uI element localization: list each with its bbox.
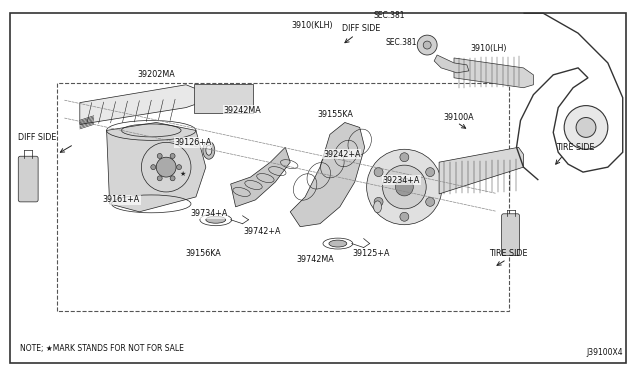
- Text: 39242+A: 39242+A: [323, 150, 360, 159]
- Circle shape: [426, 198, 435, 206]
- Circle shape: [157, 154, 162, 158]
- Text: 3910(LH): 3910(LH): [470, 44, 507, 53]
- Text: SEC.381: SEC.381: [386, 38, 417, 47]
- Polygon shape: [107, 122, 206, 212]
- Ellipse shape: [374, 201, 381, 213]
- Text: ★: ★: [180, 171, 186, 177]
- Circle shape: [374, 198, 383, 206]
- Circle shape: [396, 178, 413, 196]
- Text: DIFF SIDE: DIFF SIDE: [18, 133, 56, 142]
- Ellipse shape: [206, 145, 212, 155]
- Text: 39126+A: 39126+A: [174, 138, 212, 147]
- Circle shape: [367, 149, 442, 225]
- Circle shape: [400, 212, 409, 221]
- Circle shape: [417, 35, 437, 55]
- Ellipse shape: [203, 141, 215, 159]
- Circle shape: [374, 168, 383, 177]
- Circle shape: [170, 154, 175, 158]
- Text: 39742+A: 39742+A: [244, 227, 281, 236]
- Text: 39100A: 39100A: [444, 113, 474, 122]
- Text: 39161+A: 39161+A: [103, 195, 140, 204]
- Text: 39125+A: 39125+A: [353, 249, 390, 258]
- Ellipse shape: [329, 240, 347, 247]
- Polygon shape: [454, 58, 533, 88]
- FancyBboxPatch shape: [19, 156, 38, 202]
- Circle shape: [177, 165, 182, 170]
- Circle shape: [564, 106, 608, 149]
- Polygon shape: [439, 147, 524, 194]
- Polygon shape: [290, 122, 365, 227]
- Text: DIFF SIDE: DIFF SIDE: [342, 24, 381, 33]
- Circle shape: [156, 157, 176, 177]
- Circle shape: [383, 165, 426, 209]
- Text: 39155KA: 39155KA: [317, 110, 353, 119]
- Text: TIRE SIDE: TIRE SIDE: [556, 143, 595, 152]
- Text: 3910(KLH): 3910(KLH): [291, 21, 333, 30]
- Text: 39202MA: 39202MA: [138, 70, 175, 79]
- Polygon shape: [434, 55, 469, 73]
- Circle shape: [576, 118, 596, 137]
- Polygon shape: [80, 85, 206, 125]
- Circle shape: [423, 41, 431, 49]
- Text: SEC.381: SEC.381: [374, 11, 405, 20]
- Circle shape: [157, 176, 162, 181]
- Text: NOTE; ★MARK STANDS FOR NOT FOR SALE: NOTE; ★MARK STANDS FOR NOT FOR SALE: [20, 344, 184, 353]
- FancyBboxPatch shape: [194, 84, 253, 113]
- Circle shape: [151, 165, 156, 170]
- Text: 39156KA: 39156KA: [185, 249, 221, 258]
- Circle shape: [170, 176, 175, 181]
- Text: J39100X4: J39100X4: [586, 348, 623, 357]
- Text: 39734+A: 39734+A: [190, 209, 228, 218]
- Text: 39242MA: 39242MA: [224, 106, 262, 115]
- Ellipse shape: [206, 216, 226, 223]
- Text: 39234+A: 39234+A: [383, 176, 420, 185]
- Circle shape: [400, 153, 409, 162]
- Text: 39742MA: 39742MA: [296, 255, 334, 264]
- Text: TIRE SIDE: TIRE SIDE: [490, 250, 528, 259]
- Circle shape: [426, 168, 435, 177]
- FancyBboxPatch shape: [502, 214, 520, 256]
- Polygon shape: [230, 147, 290, 207]
